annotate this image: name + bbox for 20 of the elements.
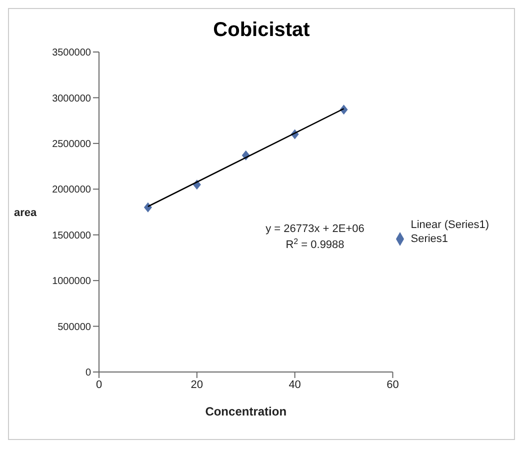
y-tick-label: 2500000 bbox=[52, 138, 92, 150]
y-tick-label: 3500000 bbox=[52, 48, 92, 59]
x-tick-label: 0 bbox=[96, 378, 102, 391]
x-tick-label: 60 bbox=[386, 378, 399, 391]
x-tick-label: 40 bbox=[288, 378, 301, 391]
x-tick-label: 20 bbox=[190, 378, 204, 391]
legend-label: Series1 bbox=[410, 232, 448, 245]
y-tick-label: 1000000 bbox=[52, 276, 92, 288]
point bbox=[144, 202, 152, 212]
y-tick-label: 2000000 bbox=[52, 184, 92, 196]
y-tick-label: 500000 bbox=[58, 322, 92, 333]
annotation: R$^{2}$ = 0.9988 bbox=[286, 236, 344, 251]
text: Linear (Series1) bbox=[410, 218, 489, 231]
y-axis-title: area bbox=[14, 206, 38, 219]
chart-title: Cobicistat bbox=[212, 19, 311, 42]
y-tick-label: 0 bbox=[85, 368, 92, 379]
annotation: y = 26773x + 2E+06 bbox=[266, 223, 364, 235]
x-axis-title: Concentration bbox=[205, 404, 287, 419]
y-tick-label: 3000000 bbox=[52, 93, 92, 104]
y-tick-label: 1500000 bbox=[52, 230, 92, 242]
